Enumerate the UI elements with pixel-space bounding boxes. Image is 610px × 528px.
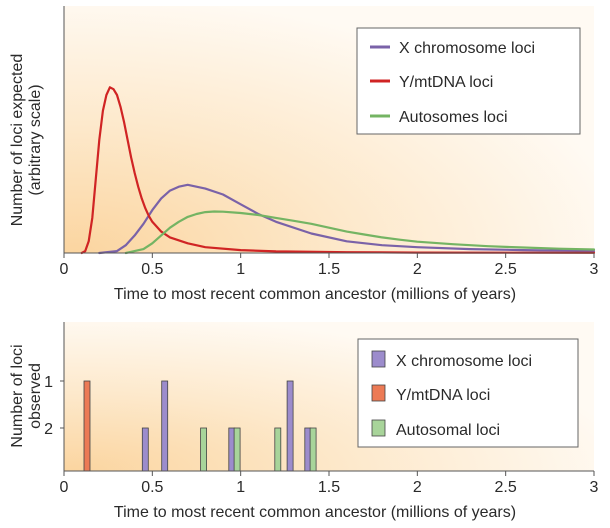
legend-swatch-y-mtdna-bar bbox=[371, 384, 386, 402]
legend-box-top bbox=[356, 27, 581, 135]
top-x-tick-label-2-5: 2.5 bbox=[495, 261, 517, 278]
legend-bottom: X chromosome loci Y/mtDNA loci Autosomal… bbox=[357, 338, 579, 448]
x-axis-label-top: Time to most recent common ancestor (mil… bbox=[114, 286, 516, 303]
bar-x-chromosome-loci-4 bbox=[286, 380, 294, 472]
series-line-autosomes-loci bbox=[124, 210, 596, 255]
legend-label-x-chromosome-bar: X chromosome loci bbox=[396, 353, 532, 370]
bottom-x-tick-label-2: 2 bbox=[413, 479, 422, 496]
expected-loci-chart: 0 0.5 1 1.5 2 2.5 3 Time to most recent common… bbox=[9, 6, 599, 303]
y-axis-label-top: Number of loci expected bbox=[9, 54, 26, 227]
legend-box-bottom bbox=[357, 338, 579, 448]
bar-x-chromosome-loci-1 bbox=[141, 427, 149, 472]
bottom-x-tick-label-3: 3 bbox=[590, 479, 599, 496]
x-ticks-bottom: 0 0.5 1 1.5 2 2.5 3 bbox=[60, 471, 599, 496]
bar-autosomal-loci-2 bbox=[233, 427, 241, 472]
legend-label-y-mtdna: Y/mtDNA loci bbox=[399, 74, 493, 91]
x-ticks-top: 0 0.5 1 1.5 2 2.5 3 bbox=[60, 253, 599, 278]
y-axis-label-bottom-sub: observed bbox=[27, 363, 44, 429]
legend-label-autosomal-bar: Autosomal loci bbox=[396, 422, 500, 439]
bars bbox=[83, 380, 317, 472]
top-x-tick-label-0-5: 0.5 bbox=[141, 261, 163, 278]
y-tick-label-1: 1 bbox=[44, 374, 53, 391]
legend-label-autosomes: Autosomes loci bbox=[399, 109, 508, 126]
series-line-x-chromosome-loci bbox=[98, 183, 596, 255]
bar-autosomal-loci-4 bbox=[309, 427, 317, 472]
bar-x-chromosome-loci-2 bbox=[161, 380, 169, 472]
legend-label-y-mtdna-bar: Y/mtDNA loci bbox=[396, 387, 490, 404]
top-x-tick-label-0: 0 bbox=[60, 261, 69, 278]
top-x-tick-label-3: 3 bbox=[590, 261, 599, 278]
bar-y-mtdna-loci-1 bbox=[83, 380, 91, 472]
x-axis-label-bottom: Time to most recent common ancestor (mil… bbox=[114, 504, 516, 521]
y-axis-label-top-sub: (arbitrary scale) bbox=[27, 84, 44, 195]
bottom-x-tick-label-2-5: 2.5 bbox=[495, 479, 517, 496]
legend-top: X chromosome loci Y/mtDNA loci Autosomes… bbox=[356, 27, 581, 135]
legend-swatch-autosomal-bar bbox=[371, 419, 386, 437]
bottom-x-tick-label-1-5: 1.5 bbox=[318, 479, 340, 496]
series-line-y-mtdna-loci bbox=[80, 86, 596, 255]
bottom-x-tick-label-0-5: 0.5 bbox=[141, 479, 163, 496]
y-tick-label-2: 2 bbox=[44, 421, 53, 438]
bar-autosomal-loci-3 bbox=[274, 427, 282, 472]
y-axis-label-bottom: Number of loci bbox=[9, 344, 26, 447]
top-x-tick-label-1-5: 1.5 bbox=[318, 261, 340, 278]
series-lines bbox=[80, 86, 596, 255]
observed-loci-chart: 1 2 0 0.5 1 1.5 2 2.5 3 Time to most recent co… bbox=[9, 322, 599, 521]
legend-label-x-chromosome: X chromosome loci bbox=[399, 40, 535, 57]
bar-autosomal-loci-1 bbox=[200, 427, 208, 472]
bottom-x-tick-label-1: 1 bbox=[236, 479, 245, 496]
top-x-tick-label-1: 1 bbox=[236, 261, 245, 278]
bottom-x-tick-label-0: 0 bbox=[60, 479, 69, 496]
legend-swatch-x-chromosome-bar bbox=[371, 350, 386, 368]
top-x-tick-label-2: 2 bbox=[413, 261, 422, 278]
